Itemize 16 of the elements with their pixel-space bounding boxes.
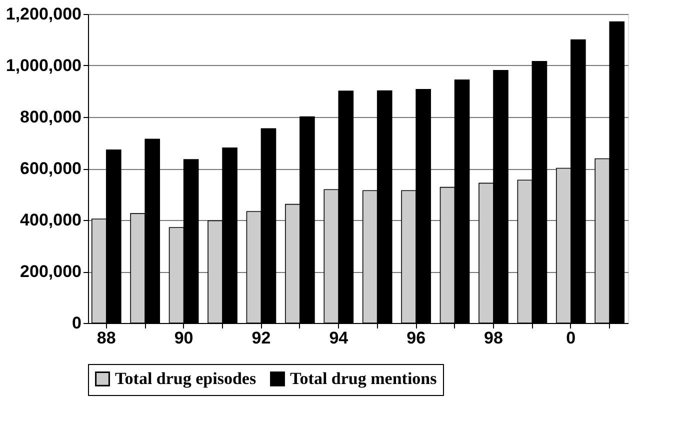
y-tick-label: 400,000 bbox=[20, 210, 82, 230]
x-tick-label: 0 bbox=[566, 328, 576, 348]
y-tick-label: 0 bbox=[72, 314, 82, 332]
x-tick-label: 92 bbox=[252, 328, 271, 348]
legend-label: Total drug episodes bbox=[115, 368, 256, 388]
x-tick-label: 98 bbox=[484, 328, 503, 348]
x-tick-label: 90 bbox=[174, 328, 194, 348]
y-tick-label: 200,000 bbox=[20, 262, 82, 281]
y-tick-label: 800,000 bbox=[20, 108, 82, 126]
y-tick-label: 1,200,000 bbox=[6, 4, 82, 24]
x-tick-label: 94 bbox=[329, 328, 349, 348]
y-tick-label: 600,000 bbox=[20, 159, 82, 178]
x-tick-label: 88 bbox=[96, 328, 116, 348]
y-tick-label: 1,000,000 bbox=[6, 56, 82, 75]
legend-label: Total drug mentions bbox=[290, 368, 438, 388]
x-tick-label: 96 bbox=[406, 328, 426, 348]
